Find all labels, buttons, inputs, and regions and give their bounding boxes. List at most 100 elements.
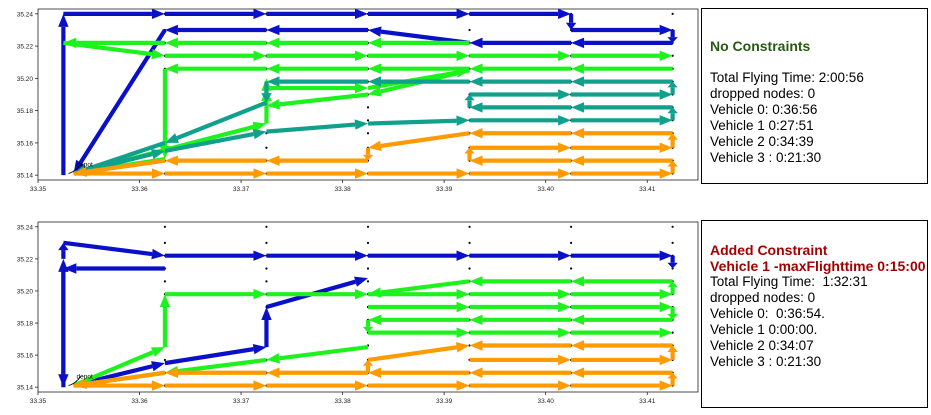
- route-arrowhead: [355, 50, 368, 61]
- waypoint-node: [468, 225, 471, 228]
- waypoint-node: [265, 267, 268, 270]
- vehicle-3-time: Vehicle 3 : 0:21:30: [710, 354, 822, 369]
- depot-label: depot: [77, 162, 93, 169]
- route-arrowhead: [151, 248, 165, 260]
- route-arrowhead: [368, 26, 382, 37]
- route-arrowhead: [469, 276, 483, 287]
- route-arrowhead: [469, 155, 483, 166]
- waypoint-node: [265, 146, 268, 149]
- route-arrowhead: [464, 94, 475, 101]
- route-arrowhead: [571, 340, 585, 351]
- route-arrowhead: [659, 115, 673, 126]
- x-tick-label: 33.35: [30, 398, 47, 405]
- vehicle-2-time: Vehicle 2 0:34:07: [710, 338, 814, 353]
- route-arrowhead: [266, 24, 280, 36]
- route-arrowhead: [558, 142, 572, 153]
- route-arrowhead: [266, 37, 280, 49]
- waypoint-node: [163, 280, 167, 283]
- route-arrowhead: [266, 353, 281, 364]
- waypoint-node: [468, 267, 471, 270]
- x-tick-label: 33.38: [334, 398, 351, 405]
- route-arrowhead: [659, 50, 673, 61]
- route-arrowhead: [151, 149, 165, 160]
- y-tick-label: 35.22: [17, 44, 34, 51]
- route-arrowhead: [252, 121, 267, 132]
- route-arrowhead: [159, 294, 171, 308]
- vehicle-2-time: Vehicle 2 0:34:39: [710, 134, 814, 149]
- route-arrowhead: [571, 37, 585, 49]
- waypoint-node: [265, 225, 268, 228]
- route-segment: [86, 158, 166, 174]
- route-arrowhead: [456, 50, 470, 61]
- route-arrowhead: [164, 133, 179, 143]
- route-arrowhead: [368, 86, 382, 97]
- route-arrowhead: [571, 76, 585, 87]
- x-tick-label: 33.41: [639, 398, 656, 405]
- vehicle-1-route: [63, 37, 673, 177]
- route-arrowhead: [368, 287, 382, 298]
- route-arrowhead: [151, 361, 165, 372]
- route-arrowhead: [261, 307, 272, 320]
- route-arrowhead: [456, 327, 470, 338]
- route-arrowhead: [456, 380, 470, 391]
- route-arrowhead: [355, 288, 368, 300]
- waypoint-node: [366, 267, 370, 270]
- route-arrowhead: [368, 63, 381, 74]
- route-arrowhead: [469, 102, 483, 113]
- route-arrowhead: [253, 380, 267, 391]
- y-tick-label: 35.16: [17, 140, 34, 147]
- info-title-bottom: Added Constraint: [710, 242, 828, 258]
- route-arrowhead: [571, 155, 585, 166]
- route-arrowhead: [659, 354, 673, 366]
- route-arrowhead: [253, 8, 267, 20]
- route-arrowhead: [667, 372, 678, 379]
- info-title-top: No Constraints: [710, 38, 811, 54]
- route-arrowhead: [252, 128, 267, 140]
- route-arrowhead: [558, 168, 572, 179]
- route-arrowhead: [469, 76, 483, 87]
- waypoint-node: [569, 241, 573, 244]
- route-arrowhead: [558, 301, 572, 313]
- waypoint-node: [366, 132, 370, 135]
- route-arrowhead: [151, 48, 165, 60]
- route-arrowhead: [58, 242, 69, 251]
- route-segment: [380, 131, 470, 148]
- vehicle-1-time: Vehicle 1 0:27:51: [710, 118, 814, 133]
- route-arrowhead: [252, 343, 267, 355]
- waypoint-node: [671, 331, 674, 334]
- route-arrowhead: [73, 166, 88, 177]
- route-segment: [367, 345, 457, 363]
- route-arrowhead: [558, 115, 572, 126]
- route-arrowhead: [667, 314, 678, 320]
- route-arrowhead: [667, 281, 678, 288]
- route-arrowhead: [164, 155, 178, 166]
- x-tick-label: 33.37: [233, 186, 250, 193]
- route-arrowhead: [469, 128, 483, 139]
- route-arrowhead: [558, 354, 572, 366]
- route-arrowhead: [558, 327, 572, 338]
- route-arrowhead: [659, 301, 673, 313]
- waypoint-node: [468, 241, 471, 244]
- route-arrowhead: [362, 326, 374, 333]
- route-arrowhead: [558, 89, 572, 100]
- route-arrowhead: [266, 76, 280, 87]
- waypoint-node: [569, 225, 573, 228]
- waypoint-node: [671, 225, 674, 228]
- route-arrowhead: [456, 250, 470, 261]
- route-arrowhead: [469, 367, 483, 378]
- route-segment: [164, 347, 254, 366]
- y-tick-label: 35.24: [17, 224, 34, 231]
- route-segment: [380, 279, 470, 295]
- depot-marker: [68, 164, 81, 174]
- route-arrowhead: [571, 276, 585, 287]
- route-arrowhead: [164, 37, 178, 49]
- waypoint-node: [569, 267, 573, 270]
- route-arrowhead: [253, 288, 267, 300]
- route-arrowhead: [456, 288, 470, 300]
- route-arrowhead: [667, 262, 678, 269]
- route-arrowhead: [73, 378, 88, 389]
- route-arrowhead: [571, 367, 585, 378]
- route-arrowhead: [667, 160, 678, 167]
- route-arrowhead: [659, 24, 673, 36]
- waypoint-node: [366, 119, 370, 122]
